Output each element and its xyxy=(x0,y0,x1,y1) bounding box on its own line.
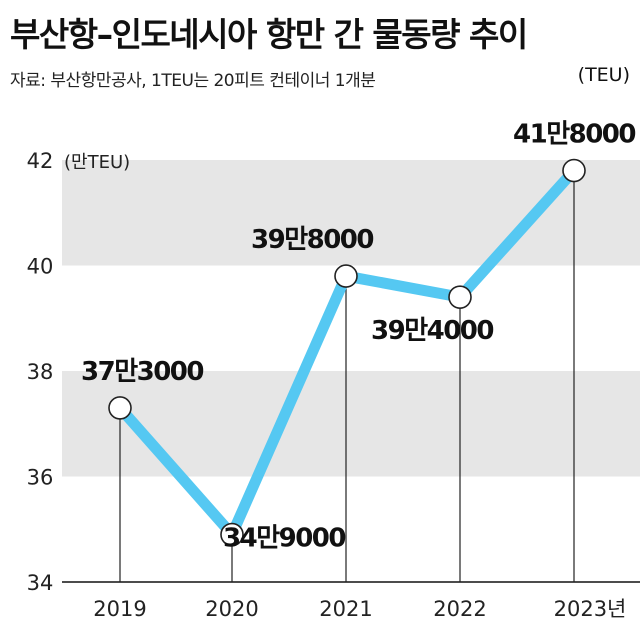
data-label: 37만3000 xyxy=(81,357,203,387)
y-tick-label: 38 xyxy=(27,360,54,384)
x-tick-label: 2020 xyxy=(205,597,258,621)
y-tick-label: 34 xyxy=(27,571,54,595)
x-tick-label: 2019 xyxy=(93,597,146,621)
y-axis-label: (만TEU) xyxy=(64,152,130,173)
y-tick-label: 40 xyxy=(27,255,54,279)
y-tick-label: 36 xyxy=(27,466,54,490)
data-point xyxy=(334,264,358,288)
grid-band xyxy=(62,160,640,266)
data-label: 39만8000 xyxy=(251,225,373,255)
x-tick-label: 2022 xyxy=(433,597,486,621)
source-note: 자료: 부산항만공사, 1TEU는 20피트 컨테이너 1개분 xyxy=(10,71,376,91)
data-point xyxy=(448,285,472,309)
data-point xyxy=(220,522,244,547)
x-tick-label: 2023년 xyxy=(554,597,627,621)
data-label: 39만4000 xyxy=(371,316,493,346)
unit-label: (TEU) xyxy=(577,64,630,86)
y-tick-label: 42 xyxy=(27,149,54,173)
data-label: 41만8000 xyxy=(513,120,635,150)
data-point xyxy=(562,158,586,183)
data-label: 34만9000 xyxy=(223,524,345,554)
chart-title: 부산항–인도네시아 항만 간 물동량 추이 xyxy=(10,15,528,54)
x-tick-label: 2021 xyxy=(319,597,372,621)
data-point xyxy=(108,396,132,420)
